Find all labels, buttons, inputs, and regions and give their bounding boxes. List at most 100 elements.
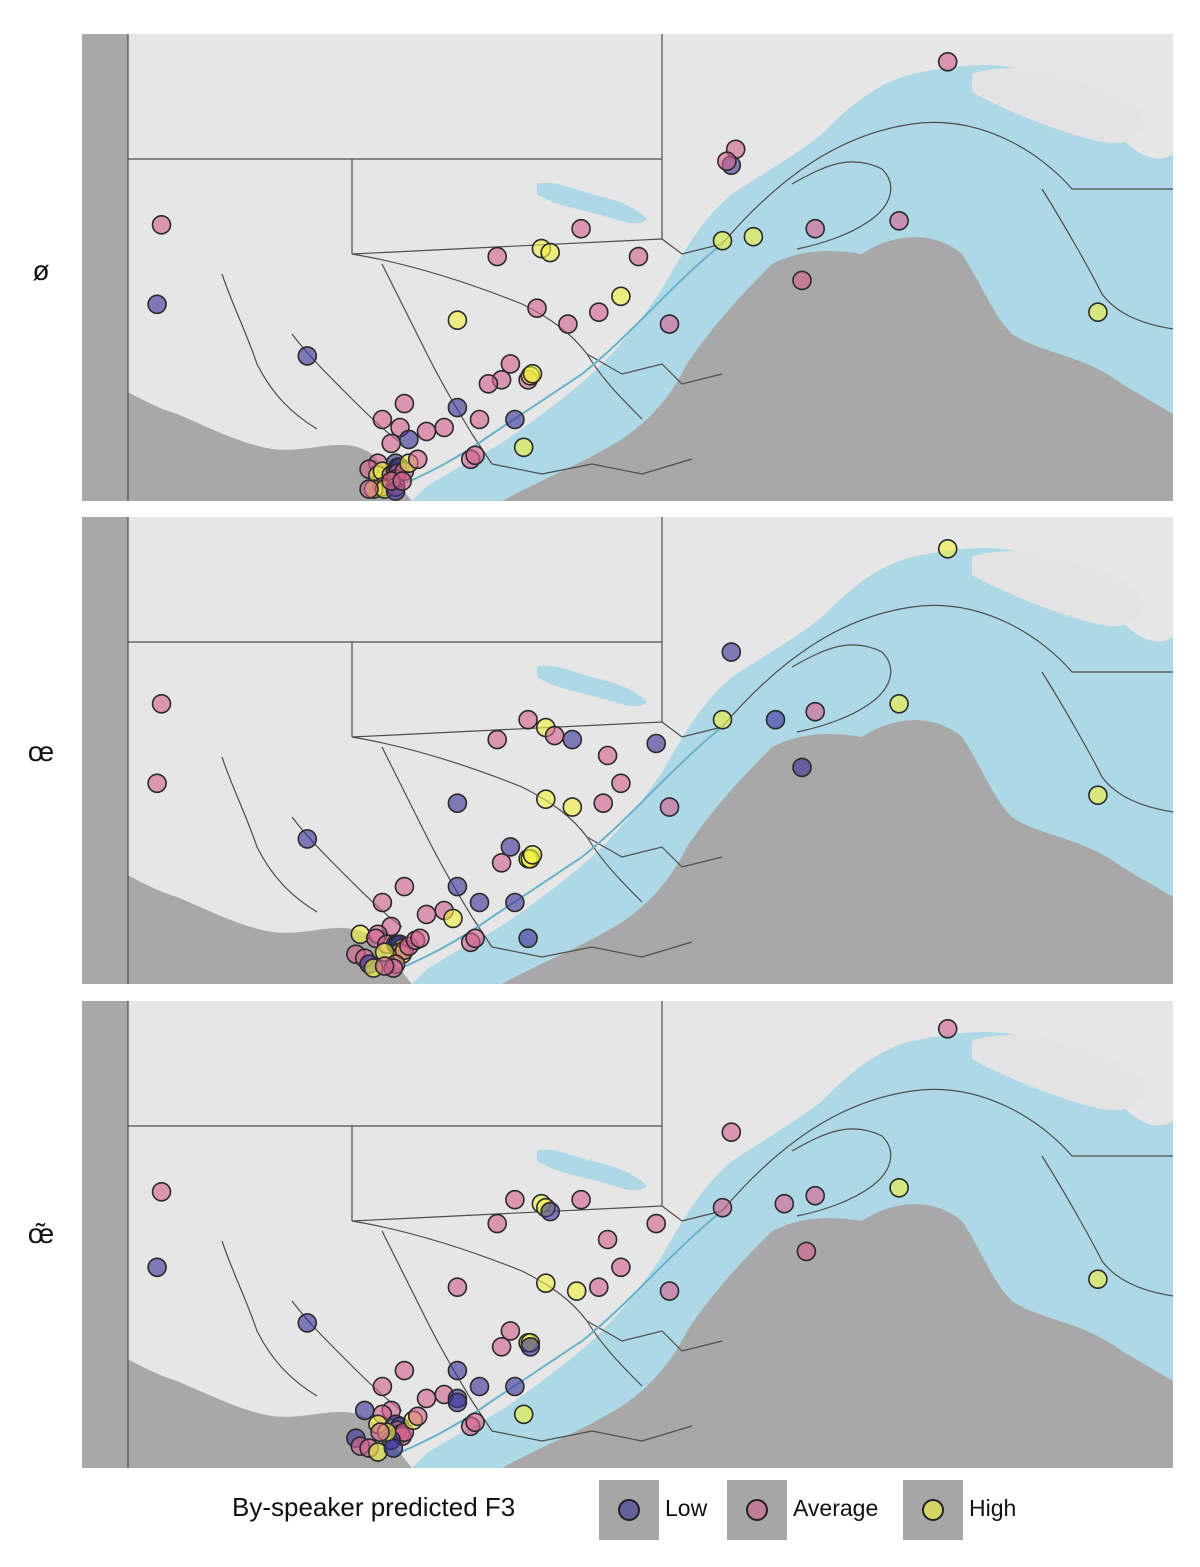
region-border [791,161,892,250]
speaker-point-average [611,1257,631,1278]
southwest-foreign-land [82,374,412,501]
speaker-point-high [447,310,468,331]
speaker-point-high [443,908,463,929]
speaker-point-average [392,471,413,491]
region-border [221,756,318,913]
speaker-point-low [447,397,468,418]
region-border [661,1205,723,1222]
saguenay-water [537,665,647,707]
region-border [791,1128,892,1217]
speaker-point-low [147,1257,167,1278]
speaker-point-low [505,1376,525,1397]
southeast-foreign-land [502,720,1173,984]
speaker-point-average [416,904,437,925]
speaker-point-average [410,928,430,949]
region-border [381,746,493,948]
speaker-point-high [540,242,561,263]
region-border [491,941,693,958]
speaker-point-average [593,793,614,814]
speaker-point-average [151,215,172,235]
speaker-point-average [372,892,393,913]
speaker-point-average [805,1185,826,1206]
speaker-point-average [558,314,578,334]
speaker-point-average [447,1277,468,1298]
speaker-point-average [416,1388,437,1409]
speaker-point-average [659,314,680,334]
region-border [351,253,643,420]
speaker-point-average [597,745,618,766]
speaker-point-average [805,701,826,722]
speaker-point-low [447,793,468,814]
speaker-point-average [394,876,415,897]
speaker-point-high [513,1404,534,1425]
speaker-point-average [659,797,680,817]
map-panel-oe [82,517,1173,984]
speaker-point-average [147,773,167,794]
speaker-point-average [487,1213,508,1234]
speaker-point-low [721,642,742,662]
region-border [1041,188,1173,330]
speaker-point-average [571,1189,591,1210]
facet-label-1: ø [32,255,50,286]
speaker-point-average [372,1376,393,1397]
region-border [221,1240,318,1397]
speaker-point-low [469,892,490,913]
speaker-point-low [792,757,812,778]
region-border [351,721,663,738]
speaker-point-low [505,409,525,430]
speaker-point-high [535,1273,556,1294]
region-border [351,238,663,255]
speaker-point-low [500,837,521,857]
speaker-point-average [487,246,508,267]
region-border [661,721,723,738]
speaker-point-average [372,409,393,430]
region-border [1041,671,1173,813]
speaker-point-low [447,876,468,897]
region-border [586,1320,723,1352]
speaker-point-average [659,1281,680,1301]
map-panel-oe-nasal [82,1001,1173,1468]
speaker-point-low [505,892,525,913]
saguenay-water [537,1149,647,1191]
speaker-point-low [765,709,786,730]
speaker-point-average [774,1193,795,1214]
speaker-point-average [889,211,909,231]
speaker-point-average [416,421,437,442]
speaker-point-average [571,218,591,239]
southeast-foreign-land [502,237,1173,501]
region-border [491,1425,693,1442]
speaker-point-average [717,151,737,171]
speaker-point-average [712,1197,733,1218]
speaker-point-average [394,1360,415,1381]
speaker-point-average [805,218,826,239]
legend: By-speaker predicted F3 Low Average High [0,1470,1200,1550]
map-svg [82,517,1173,984]
speaker-point-high [889,1178,909,1198]
region-border [491,458,693,475]
speaker-point-low [447,1392,468,1413]
legend-label-high: High [969,1495,1017,1521]
speaker-point-average [937,1018,958,1039]
speaker-point-low [540,1201,561,1222]
speaker-point-average [505,1189,525,1210]
speaker-point-average [465,1412,485,1433]
speaker-point-average [407,449,428,470]
speaker-point-average [628,246,649,267]
speaker-point-average [487,729,508,750]
speaker-point-low [469,1376,490,1397]
speaker-point-high [889,694,909,714]
speaker-point-average [937,51,958,72]
speaker-point-high [513,437,534,458]
speaker-point-average [151,1182,172,1202]
speaker-point-low [147,294,167,315]
speaker-point-high [566,1281,587,1301]
speaker-point-average [491,852,512,873]
speaker-point-high [712,709,733,730]
legend-label-low: Low [665,1495,708,1521]
southwest-foreign-land [82,857,412,984]
speaker-point-high [611,286,631,307]
legend-key-high [903,1480,963,1540]
speaker-point-low [297,829,318,849]
region-border [721,122,1173,245]
st-lawrence-river [391,726,723,973]
